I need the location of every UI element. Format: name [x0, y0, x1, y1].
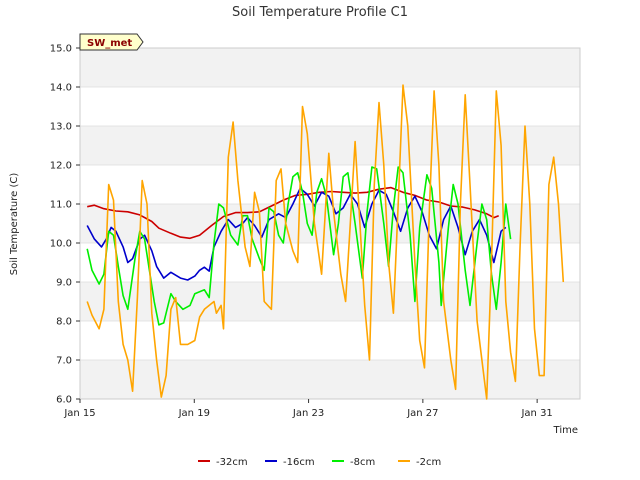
sw-met-badge: SW_met [79, 33, 144, 51]
legend-label: -2cm [416, 457, 441, 468]
series-lines [86, 84, 565, 400]
badge-shape [79, 33, 144, 51]
y-tick-label: 11.0 [50, 200, 72, 211]
legend: -32cm -16cm -8cm -2cm [198, 457, 441, 468]
y-tick-label: 13.0 [50, 122, 72, 133]
plot-band [80, 360, 580, 399]
series-line-8cm [86, 166, 512, 326]
x-axis-ticks: Jan 15 Jan 19 Jan 23 Jan 27 Jan 31 [63, 399, 553, 419]
y-tick-label: 10.0 [50, 239, 72, 250]
y-tick-label: 9.0 [56, 278, 72, 289]
y-tick-label: 7.0 [56, 356, 72, 367]
chart-title: Soil Temperature Profile C1 [232, 5, 408, 20]
x-tick-label: Jan 27 [406, 408, 438, 419]
y-tick-label: 14.0 [50, 83, 72, 94]
x-tick-label: Jan 15 [63, 408, 95, 419]
legend-label: -8cm [350, 457, 375, 468]
badge-label: SW_met [87, 38, 132, 49]
x-axis-label: Time [553, 425, 578, 436]
legend-label: -16cm [283, 457, 315, 468]
x-tick-label: Jan 23 [292, 408, 324, 419]
y-tick-label: 12.0 [50, 161, 72, 172]
y-tick-label: 8.0 [56, 317, 72, 328]
y-tick-label: 6.0 [56, 395, 72, 406]
plot-band [80, 48, 580, 87]
series-line-2cm [86, 84, 565, 400]
y-axis-label: Soil Temperature (C) [9, 173, 20, 276]
legend-label: -32cm [216, 457, 248, 468]
x-tick-label: Jan 31 [520, 408, 552, 419]
x-tick-label: Jan 19 [178, 408, 210, 419]
plot-frame [79, 47, 581, 400]
y-axis-ticks: 6.0 7.0 8.0 9.0 10.0 11.0 12.0 13.0 14.0 15.0 [50, 44, 80, 406]
y-tick-label: 15.0 [50, 44, 72, 55]
